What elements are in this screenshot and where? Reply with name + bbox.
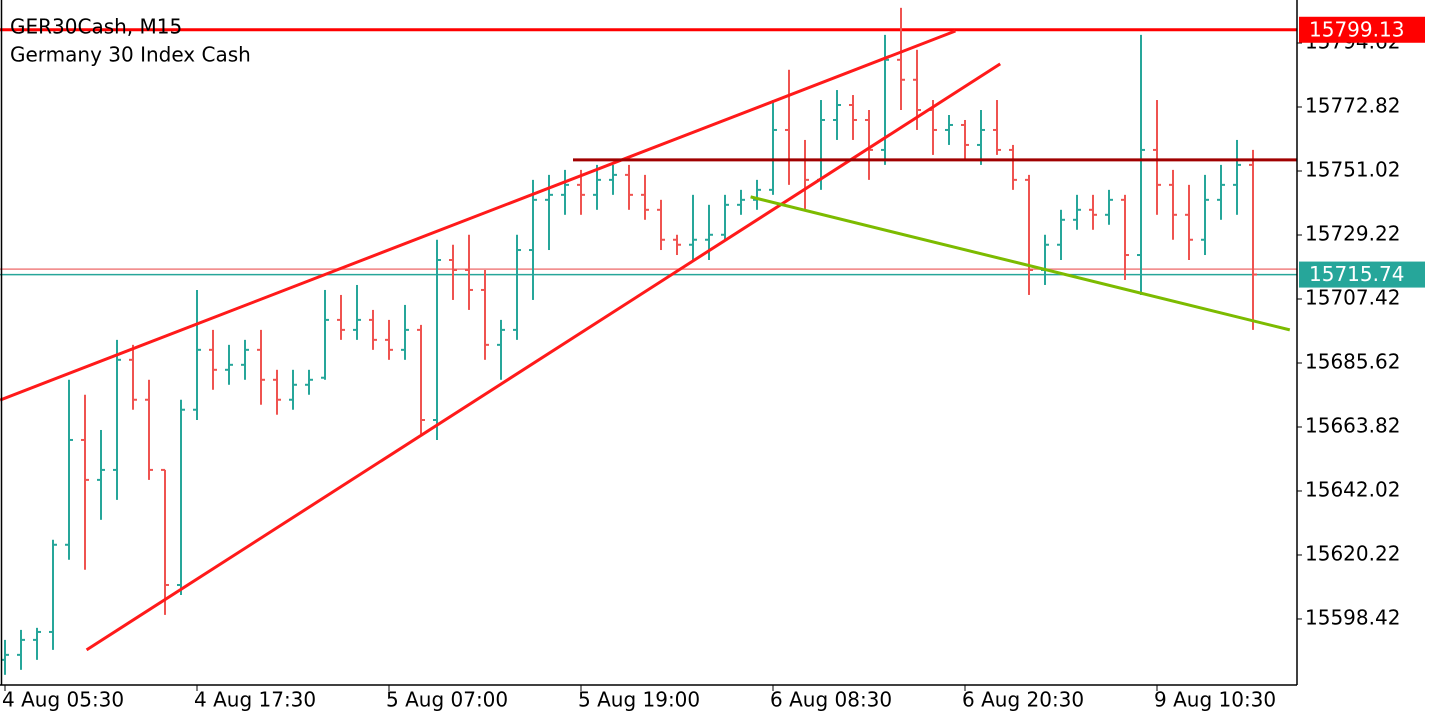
plot-area	[0, 7, 1297, 675]
x-tick-label: 5 Aug 19:00	[578, 688, 700, 712]
y-tick-label: 15642.02	[1305, 477, 1400, 501]
symbol-title: GER30Cash, M15	[10, 15, 182, 39]
trend-line	[0, 29, 956, 402]
trend-line	[750, 195, 1291, 332]
price-box	[1299, 16, 1425, 43]
x-tick-label: 4 Aug 17:30	[194, 688, 316, 712]
x-tick-label: 5 Aug 07:00	[386, 688, 508, 712]
x-tick-label: 4 Aug 05:30	[2, 688, 124, 712]
y-tick-label: 15729.22	[1305, 221, 1400, 245]
price-box-label: 15799.13	[1309, 17, 1404, 41]
y-tick-label: 15751.02	[1305, 158, 1400, 182]
x-tick-label: 9 Aug 10:30	[1154, 688, 1276, 712]
x-tick-label: 6 Aug 08:30	[770, 688, 892, 712]
y-tick-label: 15772.82	[1305, 94, 1400, 118]
price-box	[1299, 261, 1425, 288]
trend-line	[85, 62, 1002, 652]
y-tick-label: 15598.42	[1305, 605, 1400, 629]
y-tick-label: 15707.42	[1305, 285, 1400, 309]
y-tick-label: 15663.82	[1305, 413, 1400, 437]
y-tick-label: 15620.22	[1305, 541, 1400, 565]
symbol-description: Germany 30 Index Cash	[10, 43, 251, 67]
y-tick-label: 15685.62	[1305, 349, 1400, 373]
price-box-label: 15715.74	[1309, 262, 1404, 286]
x-tick-label: 6 Aug 20:30	[962, 688, 1084, 712]
